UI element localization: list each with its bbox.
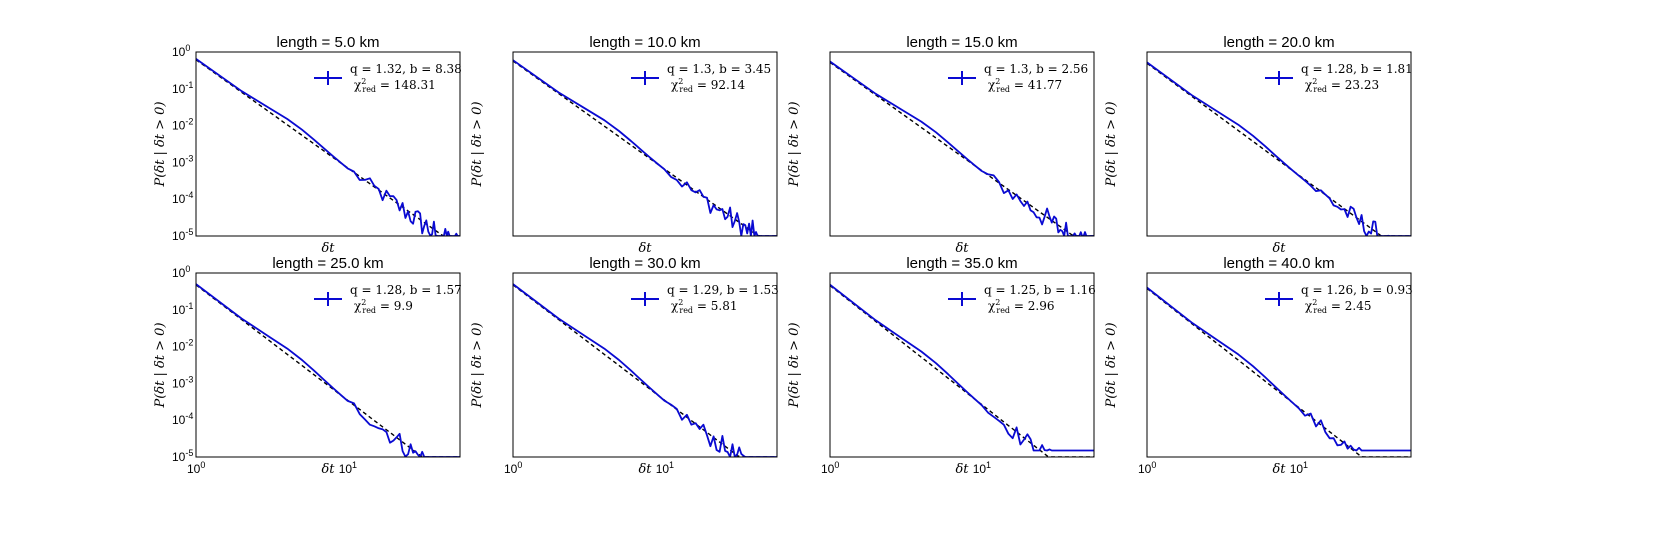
y-tick-label: 10-1 bbox=[172, 301, 193, 317]
y-tick-label: 100 bbox=[172, 264, 190, 280]
legend-params: q = 1.25, b = 1.16 bbox=[984, 283, 1096, 297]
y-tick-label: 10-4 bbox=[172, 190, 193, 206]
x-axis-label: δt bbox=[1272, 462, 1286, 477]
axes-frame bbox=[512, 272, 778, 458]
legend-chi2: χ2 red = 2.45 bbox=[1305, 298, 1371, 315]
legend-params: q = 1.29, b = 1.53 bbox=[667, 283, 779, 297]
axes-frame bbox=[195, 51, 461, 237]
y-axis-label: P(δt | δt > 0) bbox=[153, 322, 168, 408]
empirical-line bbox=[830, 283, 1094, 452]
y-axis-label: P(δt | δt > 0) bbox=[1104, 322, 1119, 408]
legend-chi2: χ2 red = 92.14 bbox=[671, 77, 745, 94]
fit-line bbox=[830, 61, 1094, 236]
legend-params: q = 1.3, b = 2.56 bbox=[984, 62, 1088, 76]
y-tick-label: 10-3 bbox=[172, 153, 193, 169]
legend-params: q = 1.32, b = 8.38 bbox=[350, 62, 462, 76]
x-axis-label: δt bbox=[955, 241, 969, 256]
y-tick-label: 10-5 bbox=[172, 227, 193, 243]
axes-frame bbox=[829, 272, 1095, 458]
panel-title: length = 40.0 km bbox=[1223, 255, 1334, 272]
x-tick-label: 101 bbox=[1290, 460, 1308, 476]
panel-title: length = 35.0 km bbox=[906, 255, 1017, 272]
legend-params: q = 1.26, b = 0.93 bbox=[1301, 283, 1413, 297]
plot-area bbox=[830, 60, 1094, 236]
legend-chi2: χ2 red = 2.96 bbox=[988, 298, 1054, 315]
y-axis-label: P(δt | δt > 0) bbox=[787, 322, 802, 408]
legend-chi2: χ2 red = 148.31 bbox=[354, 77, 436, 94]
legend-chi2: χ2 red = 9.9 bbox=[354, 298, 413, 315]
y-tick-label: 100 bbox=[172, 43, 190, 59]
y-tick-label: 10-3 bbox=[172, 374, 193, 390]
y-tick-label: 10-2 bbox=[172, 117, 193, 133]
empirical-line bbox=[830, 60, 1094, 236]
legend-chi2: χ2 red = 41.77 bbox=[988, 77, 1062, 94]
legend-params: q = 1.28, b = 1.81 bbox=[1301, 62, 1413, 76]
x-tick-label: 101 bbox=[973, 460, 991, 476]
y-tick-label: 10-1 bbox=[172, 80, 193, 96]
fit-line bbox=[1147, 62, 1411, 236]
axes-frame bbox=[1146, 51, 1412, 237]
empirical-line bbox=[1147, 61, 1411, 236]
empirical-line bbox=[513, 283, 777, 457]
fit-line bbox=[513, 60, 777, 236]
x-tick-label: 100 bbox=[821, 460, 839, 476]
panel-title: length = 25.0 km bbox=[272, 255, 383, 272]
panel-title: length = 5.0 km bbox=[277, 34, 380, 51]
y-axis-label: P(δt | δt > 0) bbox=[470, 101, 485, 187]
y-axis-label: P(δt | δt > 0) bbox=[1104, 101, 1119, 187]
y-tick-label: 10-2 bbox=[172, 338, 193, 354]
plot-area bbox=[513, 59, 777, 236]
plot-area bbox=[196, 58, 460, 236]
x-tick-label: 101 bbox=[656, 460, 674, 476]
x-axis-label: δt bbox=[321, 241, 335, 256]
panel-title: length = 20.0 km bbox=[1223, 34, 1334, 51]
axes-frame bbox=[1146, 272, 1412, 458]
fit-line bbox=[513, 284, 777, 457]
x-tick-label: 100 bbox=[1138, 460, 1156, 476]
empirical-line bbox=[196, 58, 460, 236]
plot-area bbox=[1147, 61, 1411, 236]
x-axis-label: δt bbox=[638, 241, 652, 256]
plot-area bbox=[513, 283, 777, 457]
x-axis-label: δt bbox=[955, 462, 969, 477]
panel-title: length = 30.0 km bbox=[589, 255, 700, 272]
y-tick-label: 10-4 bbox=[172, 411, 193, 427]
panel-title: length = 15.0 km bbox=[906, 34, 1017, 51]
axes-frame bbox=[512, 51, 778, 237]
legend-chi2: χ2 red = 23.23 bbox=[1305, 77, 1379, 94]
empirical-line bbox=[513, 59, 777, 236]
legend-params: q = 1.28, b = 1.57 bbox=[350, 283, 462, 297]
empirical-line bbox=[196, 283, 460, 457]
fit-line bbox=[196, 284, 460, 457]
x-tick-label: 100 bbox=[187, 460, 205, 476]
panel-title: length = 10.0 km bbox=[589, 34, 700, 51]
legend-params: q = 1.3, b = 3.45 bbox=[667, 62, 771, 76]
plot-area bbox=[196, 283, 460, 457]
fit-line bbox=[1147, 287, 1411, 457]
empirical-line bbox=[1147, 286, 1411, 452]
legend-chi2: χ2 red = 5.81 bbox=[671, 298, 737, 315]
y-axis-label: P(δt | δt > 0) bbox=[787, 101, 802, 187]
x-axis-label: δt bbox=[1272, 241, 1286, 256]
fit-line bbox=[196, 59, 460, 236]
x-axis-label: δt bbox=[638, 462, 652, 477]
axes-frame bbox=[195, 272, 461, 458]
x-axis-label: δt bbox=[321, 462, 335, 477]
axes-frame bbox=[829, 51, 1095, 237]
y-axis-label: P(δt | δt > 0) bbox=[153, 101, 168, 187]
plot-area bbox=[830, 283, 1094, 457]
x-tick-label: 101 bbox=[339, 460, 357, 476]
x-tick-label: 100 bbox=[504, 460, 522, 476]
plot-area bbox=[1147, 286, 1411, 457]
y-axis-label: P(δt | δt > 0) bbox=[470, 322, 485, 408]
